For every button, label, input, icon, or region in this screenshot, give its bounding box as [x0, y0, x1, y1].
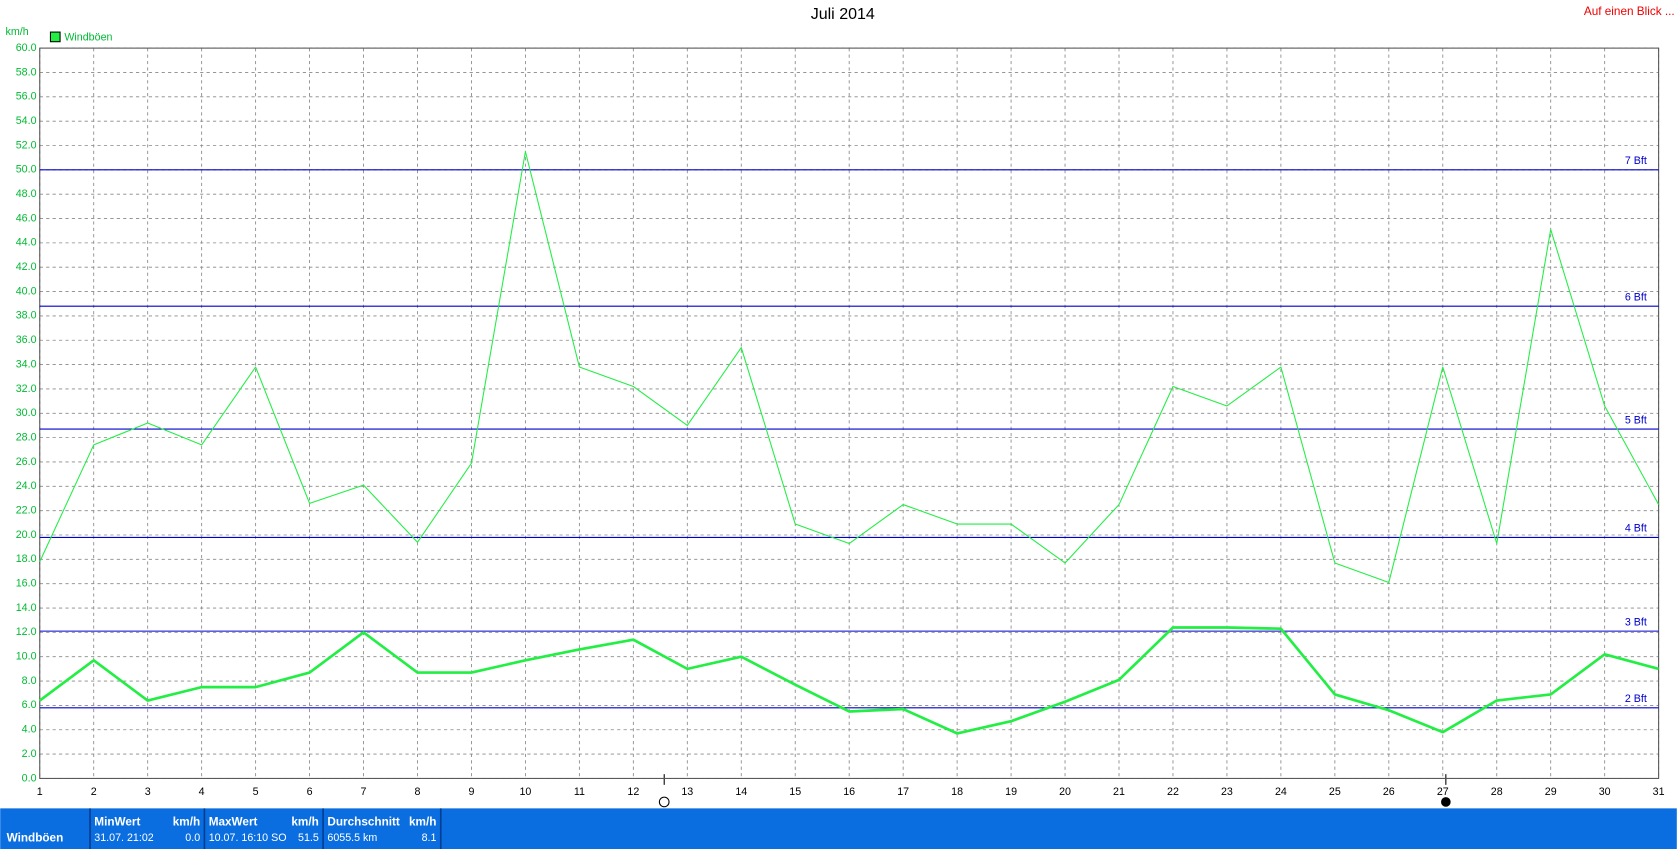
cell-title: MaxWert — [209, 815, 258, 828]
x-tick-label: 3 — [145, 786, 151, 798]
y-tick-label: 28.0 — [16, 431, 37, 443]
y-tick-label: 22.0 — [16, 504, 37, 516]
y-tick-label: 56.0 — [16, 91, 37, 103]
x-tick-label: 9 — [468, 786, 474, 798]
x-tick-label: 2 — [91, 786, 97, 798]
cell-unit: km/h — [291, 815, 318, 828]
y-tick-label: 20.0 — [16, 529, 37, 541]
x-tick-label: 5 — [253, 786, 259, 798]
y-tick-label: 40.0 — [16, 285, 37, 297]
x-tick-label: 15 — [789, 786, 801, 798]
cell-left: 31.07. 21:02 — [94, 832, 153, 844]
x-tick-label: 24 — [1275, 786, 1287, 798]
reference-label: 7 Bft — [1625, 155, 1647, 167]
x-tick-label: 6 — [307, 786, 313, 798]
chart-title: Juli 2014 — [811, 5, 875, 23]
y-tick-label: 18.0 — [16, 553, 37, 565]
x-tick-label: 30 — [1599, 786, 1611, 798]
x-tick-label: 23 — [1221, 786, 1233, 798]
x-tick-label: 21 — [1113, 786, 1125, 798]
x-tick-label: 18 — [951, 786, 963, 798]
y-tick-label: 34.0 — [16, 358, 37, 370]
plot-frame — [39, 47, 1660, 779]
y-tick-label: 16.0 — [16, 578, 37, 590]
x-tick-label: 20 — [1059, 786, 1071, 798]
cell-unit: km/h — [409, 815, 436, 828]
y-tick-label: 60.0 — [16, 42, 37, 54]
cell-unit: km/h — [173, 815, 200, 828]
y-tick-label: 0.0 — [22, 772, 37, 784]
legend-swatch — [49, 31, 61, 43]
x-tick-label: 10 — [519, 786, 531, 798]
y-tick-label: 46.0 — [16, 212, 37, 224]
x-tick-label: 27 — [1437, 786, 1449, 798]
reference-label: 5 Bft — [1625, 414, 1647, 426]
x-tick-label: 8 — [415, 786, 421, 798]
y-tick-label: 32.0 — [16, 383, 37, 395]
y-tick-label: 10.0 — [16, 651, 37, 663]
x-tick-label: 16 — [843, 786, 855, 798]
y-tick-label: 2.0 — [22, 748, 37, 760]
y-tick-label: 12.0 — [16, 626, 37, 638]
cell-title: MinWert — [94, 815, 140, 828]
reference-label: 3 Bft — [1625, 616, 1647, 628]
y-tick-label: 50.0 — [16, 164, 37, 176]
cell-right: 51.5 — [298, 832, 319, 844]
cell-left: 10.07. 16:10 SO — [209, 832, 287, 844]
x-tick-label: 28 — [1491, 786, 1503, 798]
x-tick-label: 11 — [574, 786, 585, 798]
data-line — [39, 151, 1660, 583]
cell-left: 6055.5 km — [327, 832, 377, 844]
y-tick-label: 30.0 — [16, 407, 37, 419]
y-axis-label: km/h — [6, 26, 29, 38]
footer-series-label: Windböen — [7, 831, 64, 844]
cell-title: Durchschnitt — [327, 815, 400, 828]
y-tick-label: 52.0 — [16, 139, 37, 151]
x-tick-label: 29 — [1545, 786, 1557, 798]
y-tick-label: 48.0 — [16, 188, 37, 200]
y-tick-label: 26.0 — [16, 456, 37, 468]
corner-note: Auf einen Blick ... — [1584, 5, 1675, 18]
x-tick-label: 13 — [681, 786, 693, 798]
y-tick-label: 44.0 — [16, 237, 37, 249]
y-tick-label: 24.0 — [16, 480, 37, 492]
x-tick-label: 17 — [897, 786, 909, 798]
reference-label: 4 Bft — [1625, 523, 1647, 535]
x-tick-label: 1 — [37, 786, 43, 798]
moon-icon — [1441, 797, 1451, 807]
cell-right: 0.0 — [185, 832, 200, 844]
reference-label: 2 Bft — [1625, 693, 1647, 705]
footer-bar — [0, 808, 1677, 849]
legend-label: Windböen — [64, 31, 112, 43]
x-tick-label: 22 — [1167, 786, 1179, 798]
x-tick-label: 12 — [627, 786, 639, 798]
y-tick-label: 6.0 — [22, 699, 37, 711]
y-tick-label: 38.0 — [16, 310, 37, 322]
y-tick-label: 8.0 — [22, 675, 37, 687]
reference-label: 6 Bft — [1625, 291, 1647, 303]
y-tick-label: 4.0 — [22, 724, 37, 736]
y-tick-label: 54.0 — [16, 115, 37, 127]
y-tick-label: 14.0 — [16, 602, 37, 614]
x-tick-label: 31 — [1653, 786, 1665, 798]
cell-right: 8.1 — [422, 832, 437, 844]
x-tick-label: 7 — [361, 786, 367, 798]
y-tick-label: 36.0 — [16, 334, 37, 346]
x-tick-label: 4 — [199, 786, 205, 798]
y-tick-label: 42.0 — [16, 261, 37, 273]
data-line — [38, 626, 1659, 735]
y-tick-label: 58.0 — [16, 66, 37, 78]
x-tick-label: 25 — [1329, 786, 1341, 798]
x-tick-label: 26 — [1383, 786, 1395, 798]
x-tick-label: 19 — [1005, 786, 1017, 798]
x-tick-label: 14 — [735, 786, 747, 798]
moon-icon — [658, 796, 670, 808]
